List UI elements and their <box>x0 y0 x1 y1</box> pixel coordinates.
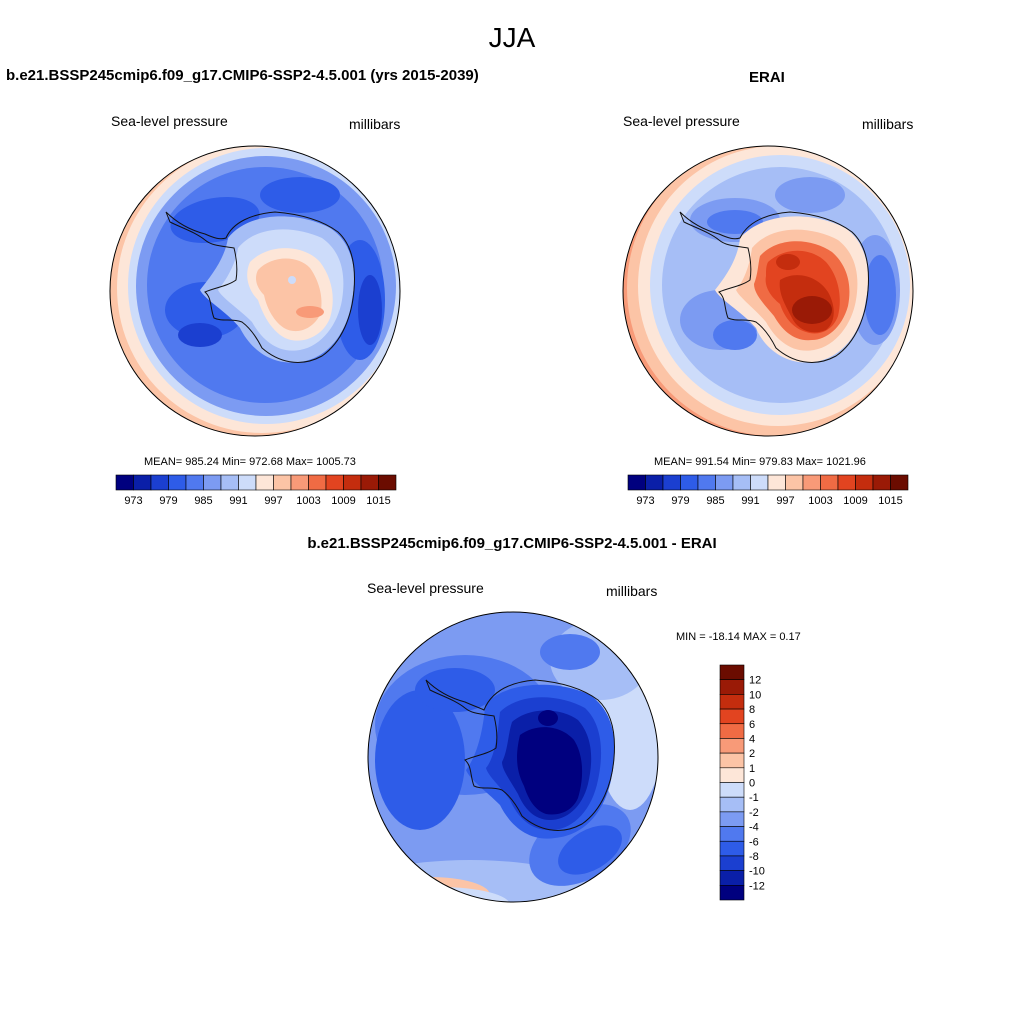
diff-colorbar-box <box>719 811 745 827</box>
diff-colorbar-tick-label: -4 <box>749 822 759 834</box>
diff-colorbar-tick-label: -2 <box>749 807 759 819</box>
diff-colorbar-tick-label: 10 <box>749 689 761 701</box>
model-stats: MEAN= 985.24 Min= 972.68 Max= 1005.73 <box>144 456 356 468</box>
season-title: JJA <box>488 22 536 53</box>
diff-colorbar-box <box>719 885 745 901</box>
diff-colorbar-box <box>719 664 745 680</box>
obs-colorbar-tick-label: 997 <box>776 495 794 507</box>
model-colorbar-tick-label: 985 <box>194 495 212 507</box>
diff-colorbar-box <box>719 723 745 739</box>
diff-colorbar-tick-label: -10 <box>749 866 765 878</box>
model-colorbar-tick-label: 1003 <box>296 495 320 507</box>
diff-units-label: millibars <box>606 583 658 599</box>
diff-colorbar-box <box>719 782 745 798</box>
obs-colorbar-tick-label: 991 <box>741 495 759 507</box>
diff-colorbar-tick-label: 12 <box>749 675 761 687</box>
model-variable-label: Sea-level pressure <box>111 113 228 129</box>
obs-colorbar-tick-label: 1003 <box>808 495 832 507</box>
model-colorbar-tick-label: 997 <box>264 495 282 507</box>
obs-variable-label: Sea-level pressure <box>623 113 740 129</box>
diff-colorbar-box <box>719 870 745 886</box>
obs-colorbar-tick-label: 973 <box>636 495 654 507</box>
obs-panel-title: ERAI <box>749 69 785 86</box>
model-units-label: millibars <box>349 116 401 132</box>
model-panel-title: b.e21.BSSP245cmip6.f09_g17.CMIP6-SSP2-4.… <box>6 67 479 84</box>
diff-colorbar-tick-label: 2 <box>749 748 755 760</box>
diff-colorbar-tick-label: -1 <box>749 792 759 804</box>
model-colorbar-box <box>378 474 397 491</box>
obs-stats: MEAN= 991.54 Min= 979.83 Max= 1021.96 <box>654 456 866 468</box>
diff-colorbar-tick-label: 6 <box>749 719 755 731</box>
obs-units-label: millibars <box>862 116 914 132</box>
obs-colorbar-tick-label: 1015 <box>878 495 902 507</box>
diff-colorbar-box <box>719 679 745 695</box>
diff-colorbar-tick-label: 1 <box>749 763 755 775</box>
obs-colorbar-tick-label: 985 <box>706 495 724 507</box>
diff-variable-label: Sea-level pressure <box>367 580 484 596</box>
model-colorbar-tick-label: 973 <box>124 495 142 507</box>
diff-panel-title: b.e21.BSSP245cmip6.f09_g17.CMIP6-SSP2-4.… <box>307 535 717 552</box>
model-colorbar-tick-label: 979 <box>159 495 177 507</box>
model-colorbar-tick-label: 1015 <box>366 495 390 507</box>
diff-colorbar-box <box>719 708 745 725</box>
diff-colorbar-tick-label: 4 <box>749 733 755 745</box>
diff-colorbar-tick-label: -6 <box>749 836 759 848</box>
diff-colorbar-box <box>719 855 745 871</box>
model-colorbar-tick-label: 1009 <box>331 495 355 507</box>
diff-colorbar-box <box>719 694 745 710</box>
diff-colorbar-tick-label: 0 <box>749 778 755 790</box>
obs-colorbar-tick-label: 979 <box>671 495 689 507</box>
diff-colorbar-box <box>719 738 745 754</box>
diff-colorbar-tick-label: 8 <box>749 704 755 716</box>
diff-colorbar-box <box>719 796 745 813</box>
diff-minmax-stats: MIN = -18.14 MAX = 0.17 <box>676 631 801 643</box>
diff-colorbar-tick-label: -12 <box>749 880 765 892</box>
diff-colorbar-box <box>719 752 745 769</box>
diff-colorbar-box <box>719 767 745 783</box>
obs-colorbar-tick-label: 1009 <box>843 495 867 507</box>
model-colorbar-tick-label: 991 <box>229 495 247 507</box>
obs-colorbar-box <box>890 474 909 491</box>
diff-colorbar-box <box>719 840 745 857</box>
diff-colorbar-tick-label: -8 <box>749 851 759 863</box>
diff-colorbar-box <box>719 826 745 842</box>
